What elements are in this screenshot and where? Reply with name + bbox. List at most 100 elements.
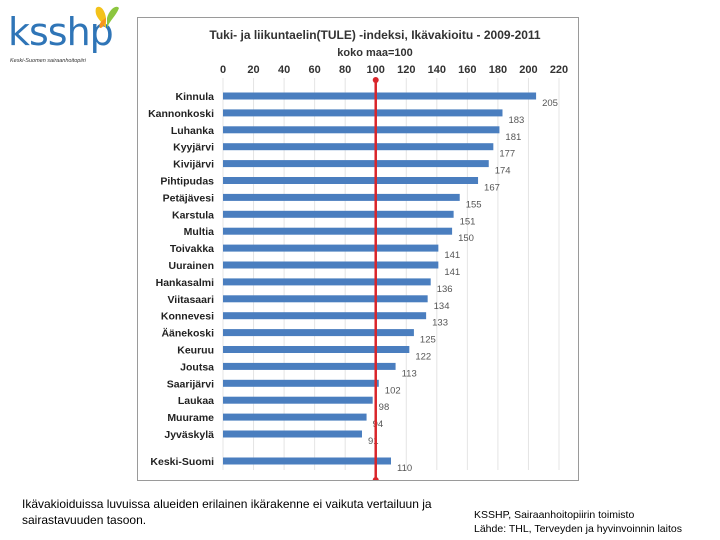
note-caption: Ikävakioiduissa luvuissa alueiden erilai… xyxy=(22,497,432,527)
value-label: 167 xyxy=(484,183,500,194)
bar xyxy=(223,396,373,404)
value-label: 136 xyxy=(437,284,453,295)
x-tick-label: 120 xyxy=(397,64,415,76)
bar xyxy=(223,143,494,151)
category-label: Joutsa xyxy=(180,361,214,373)
value-label: 205 xyxy=(542,98,558,109)
value-label: 181 xyxy=(505,132,521,143)
bar xyxy=(223,278,431,286)
value-label: 91 xyxy=(368,436,379,447)
bar-row: Muurame 94 xyxy=(167,412,383,430)
bar xyxy=(223,227,453,235)
bar-row: Konnevesi 133 xyxy=(161,311,448,329)
bar-row: Kivijärvi 174 xyxy=(173,159,510,177)
bar-row: Laukaa 98 xyxy=(178,395,389,413)
bar-row: Kannonkoski 183 xyxy=(148,108,524,126)
chart-subtitle: koko maa=100 xyxy=(337,47,413,59)
bar xyxy=(223,126,500,134)
category-label: Luhanka xyxy=(171,125,214,137)
value-label: 150 xyxy=(458,233,474,244)
value-label: 122 xyxy=(415,352,431,363)
category-label: Kinnula xyxy=(176,91,215,103)
category-label: Keski-Suomi xyxy=(150,456,214,468)
category-label: Keuruu xyxy=(177,345,214,357)
bar-row: Karstula 151 xyxy=(172,209,475,227)
x-tick-label: 180 xyxy=(489,64,507,76)
bar-row: Petäjävesi 155 xyxy=(163,192,482,210)
bar xyxy=(223,346,410,353)
value-label: 125 xyxy=(420,335,436,346)
bar-row: Uurainen 141 xyxy=(168,260,460,278)
bar xyxy=(223,244,439,252)
category-label: Äänekoski xyxy=(161,327,214,340)
category-label: Toivakka xyxy=(170,243,214,255)
value-label: 102 xyxy=(385,385,401,396)
bar xyxy=(223,430,362,438)
x-tick-label: 80 xyxy=(339,64,351,76)
category-label: Hankasalmi xyxy=(156,277,214,289)
reference-line-cap-bottom xyxy=(372,477,379,480)
bar-row: Kinnula 205 xyxy=(176,91,558,109)
category-label: Viitasaari xyxy=(167,294,214,306)
bar xyxy=(223,261,439,269)
bar-row: Luhanka 181 xyxy=(171,125,521,143)
value-label: 110 xyxy=(397,463,412,474)
value-label: 155 xyxy=(466,199,482,210)
bar-row: Pihtipudas 167 xyxy=(160,176,500,194)
source-organization: KSSHP, Sairaanhoitopiirin toimisto xyxy=(474,509,635,521)
bar-row: Joutsa 113 xyxy=(180,361,417,379)
bar xyxy=(223,92,537,100)
category-label: Karstula xyxy=(172,209,214,221)
value-label: 141 xyxy=(444,250,460,261)
x-tick-label: 0 xyxy=(220,64,226,76)
value-label: 177 xyxy=(499,149,515,160)
bar xyxy=(223,362,396,370)
value-label: 113 xyxy=(402,368,417,379)
value-label: 134 xyxy=(434,301,450,312)
bar-row: Kyyjärvi 177 xyxy=(173,142,515,160)
x-axis-ticks: 0 20 40 60 80 100 120 140 160 180 200 220 xyxy=(220,64,568,76)
category-label: Kyyjärvi xyxy=(173,142,214,154)
category-label: Jyväskylä xyxy=(164,429,214,441)
source-caption: KSSHP, Sairaanhoitopiirin toimisto Lähde… xyxy=(474,508,718,536)
bar-chart: Tuki- ja liikuntaelin(TULE) -indeksi, Ik… xyxy=(148,28,568,480)
x-tick-label: 200 xyxy=(519,64,537,76)
x-tick-label: 220 xyxy=(550,64,568,76)
bar-row: Äänekoski 125 xyxy=(161,327,435,346)
category-label: Saarijärvi xyxy=(167,378,214,390)
logo-subtitle: Keski-Suomen sairaanhoitopiiri xyxy=(10,58,86,64)
bar xyxy=(223,457,391,465)
value-label: 174 xyxy=(495,166,511,177)
bar xyxy=(223,295,428,303)
bar-row: Toivakka 141 xyxy=(170,243,460,261)
category-label: Konnevesi xyxy=(161,311,214,323)
logo-wordmark: ksshp xyxy=(8,10,114,54)
bar xyxy=(223,193,460,201)
chart-title: Tuki- ja liikuntaelin(TULE) -indeksi, Ik… xyxy=(209,28,541,42)
value-label: 141 xyxy=(444,267,460,278)
bar xyxy=(223,312,427,320)
bar-row: Multia 150 xyxy=(184,226,474,244)
category-label: Muurame xyxy=(167,412,214,424)
x-tick-label: 140 xyxy=(428,64,446,76)
value-label: 151 xyxy=(460,216,476,227)
x-tick-label: 60 xyxy=(309,64,321,76)
category-label: Uurainen xyxy=(168,260,214,272)
bar xyxy=(223,109,503,117)
value-label: 94 xyxy=(373,419,384,430)
bar-row: Keski-Suomi 110 xyxy=(150,456,412,474)
x-tick-label: 100 xyxy=(367,64,385,76)
bars: Kinnula205Kannonkoski183Luhanka181Kyyjär… xyxy=(148,91,558,474)
category-label: Laukaa xyxy=(178,395,214,407)
bar xyxy=(223,413,367,421)
value-label: 183 xyxy=(508,115,524,126)
category-label: Petäjävesi xyxy=(163,192,214,204)
category-label: Pihtipudas xyxy=(160,176,214,188)
butterfly-icon xyxy=(95,6,119,28)
bar-row: Hankasalmi 136 xyxy=(156,277,453,295)
bar-row: Saarijärvi 102 xyxy=(167,378,401,396)
bar xyxy=(223,160,489,168)
bar-row: Viitasaari 134 xyxy=(167,294,449,312)
bar xyxy=(223,177,479,184)
bar xyxy=(223,210,454,218)
